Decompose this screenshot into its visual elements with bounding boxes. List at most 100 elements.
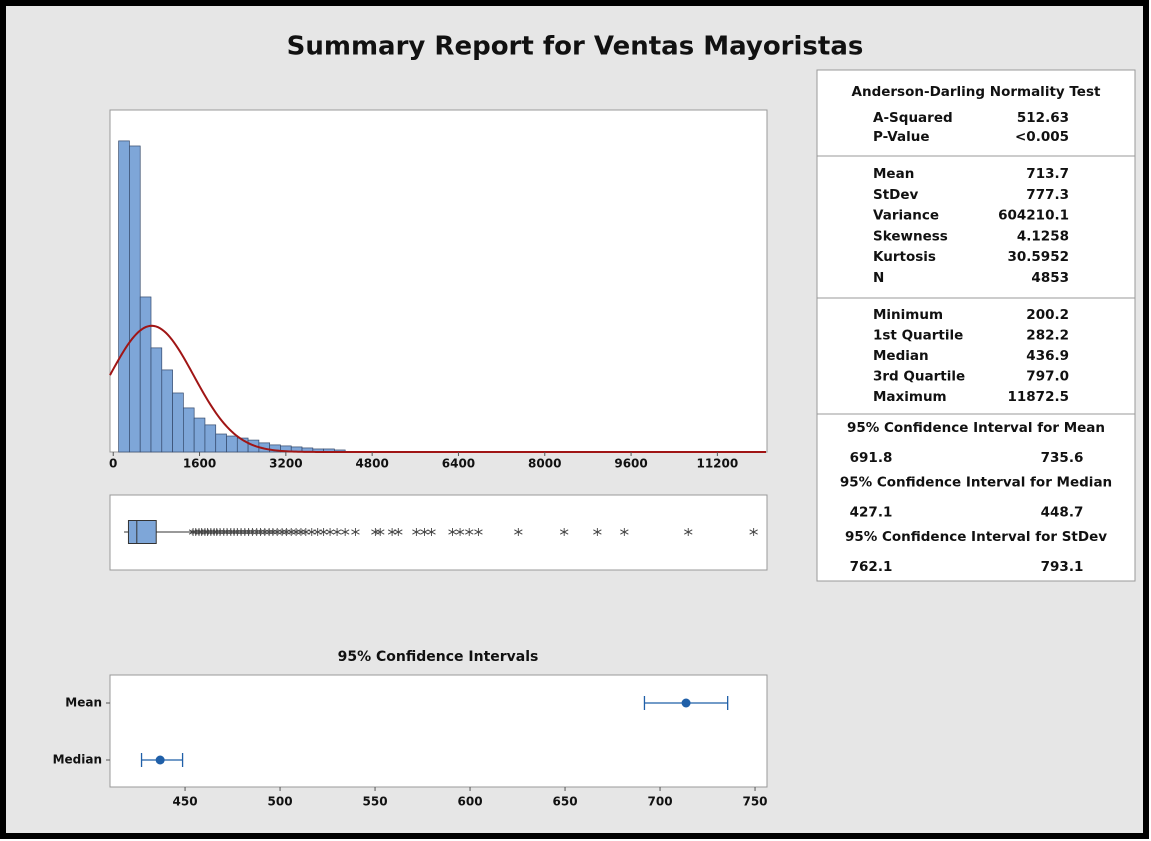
outlier xyxy=(412,528,421,536)
outlier xyxy=(448,528,457,536)
stat-value: 512.63 xyxy=(1017,110,1069,126)
report-title: Summary Report for Ventas Mayoristas xyxy=(287,32,864,62)
fit-curve xyxy=(109,324,766,453)
bar xyxy=(215,433,227,453)
y-tick-label: Mean xyxy=(65,696,102,710)
x-tick-label: 0 xyxy=(109,457,117,471)
interval-title: 95% Confidence Intervals xyxy=(338,649,539,665)
outlier xyxy=(514,528,523,536)
interval-upper: 448.7 xyxy=(1041,505,1084,521)
stat-value: 777.3 xyxy=(1026,187,1069,203)
outlier xyxy=(455,528,465,536)
interval-lower: 427.1 xyxy=(850,505,893,521)
stat-value: 11872.5 xyxy=(1008,389,1070,405)
stat-value: 604210.1 xyxy=(998,208,1069,224)
outlier xyxy=(474,528,483,536)
section-title: 95% Confidence Interval for StDev xyxy=(845,529,1107,545)
outlier xyxy=(252,528,261,536)
outlier xyxy=(277,528,287,536)
stat-value: 282.2 xyxy=(1026,328,1069,344)
x-tick-label: 4800 xyxy=(355,457,388,471)
bar xyxy=(139,296,152,453)
bar xyxy=(172,392,184,453)
stat-value: 30.5952 xyxy=(1008,249,1070,265)
outlier xyxy=(319,528,328,536)
stat-label: Kurtosis xyxy=(873,249,936,265)
outlier xyxy=(203,528,212,536)
bar xyxy=(150,347,163,453)
outlier xyxy=(260,528,270,536)
stat-label: Mean xyxy=(873,166,914,182)
stat-label: 3rd Quartile xyxy=(873,369,965,385)
outlier xyxy=(240,528,250,536)
outlier xyxy=(593,528,602,536)
outlier xyxy=(248,528,257,536)
outlier xyxy=(215,528,225,536)
bar xyxy=(129,145,141,453)
stats-frame xyxy=(816,69,1136,582)
outlier xyxy=(236,528,246,536)
x-tick-label: 9600 xyxy=(614,457,647,471)
bar xyxy=(183,407,195,453)
outlier xyxy=(376,528,385,536)
outlier xyxy=(465,528,474,536)
x-tick-label: 650 xyxy=(553,795,578,809)
interval-lower: 691.8 xyxy=(850,450,893,466)
bar xyxy=(193,417,206,453)
stat-label: Maximum xyxy=(873,389,947,405)
outlier xyxy=(256,528,265,536)
stat-label: 1st Quartile xyxy=(873,328,963,344)
stat-label: Variance xyxy=(873,208,939,224)
stat-label: Minimum xyxy=(873,307,943,323)
interval-lower: 762.1 xyxy=(850,559,893,575)
outlier xyxy=(332,528,342,536)
section-title: 95% Confidence Interval for Median xyxy=(840,475,1112,491)
stat-label: Median xyxy=(873,348,929,364)
outlier xyxy=(233,528,242,536)
box xyxy=(127,520,157,544)
outlier xyxy=(325,528,335,536)
outlier xyxy=(420,528,429,536)
outlier xyxy=(340,528,350,536)
section-title: Anderson-Darling Normality Test xyxy=(852,84,1101,100)
stat-label: StDev xyxy=(873,187,919,203)
estimate xyxy=(155,755,165,765)
stat-value: 4853 xyxy=(1031,270,1069,286)
outlier xyxy=(244,528,253,536)
outlier xyxy=(559,528,569,536)
outlier xyxy=(264,528,274,536)
outlier xyxy=(684,528,693,536)
bar xyxy=(204,424,217,453)
x-tick-label: 6400 xyxy=(442,457,475,471)
outlier xyxy=(427,528,436,536)
x-tick-label: 750 xyxy=(742,795,767,809)
x-tick-label: 500 xyxy=(268,795,293,809)
stat-value: 200.2 xyxy=(1026,307,1069,323)
stat-value: 436.9 xyxy=(1026,348,1069,364)
stat-label: P-Value xyxy=(873,129,930,145)
outlier xyxy=(219,528,229,536)
outlier xyxy=(749,528,758,536)
x-tick-label: 11200 xyxy=(696,457,738,471)
outlier xyxy=(394,528,403,536)
outlier xyxy=(222,528,232,536)
interval-upper: 793.1 xyxy=(1041,559,1084,575)
histogram-frame xyxy=(109,109,768,453)
outlier xyxy=(212,528,222,536)
outlier xyxy=(620,528,629,536)
interval-upper: 735.6 xyxy=(1041,450,1084,466)
x-tick-label: 700 xyxy=(648,795,673,809)
y-tick-label: Median xyxy=(53,753,102,767)
bar xyxy=(118,140,130,453)
stat-label: N xyxy=(873,270,884,286)
x-tick-label: 1600 xyxy=(183,457,216,471)
stat-label: Skewness xyxy=(873,228,948,244)
x-tick-label: 450 xyxy=(173,795,198,809)
outlier xyxy=(229,528,239,536)
outlier xyxy=(226,528,236,536)
bar xyxy=(226,435,238,453)
x-tick-label: 8000 xyxy=(528,457,561,471)
stat-value: 713.7 xyxy=(1026,166,1069,182)
outlier xyxy=(268,528,278,536)
